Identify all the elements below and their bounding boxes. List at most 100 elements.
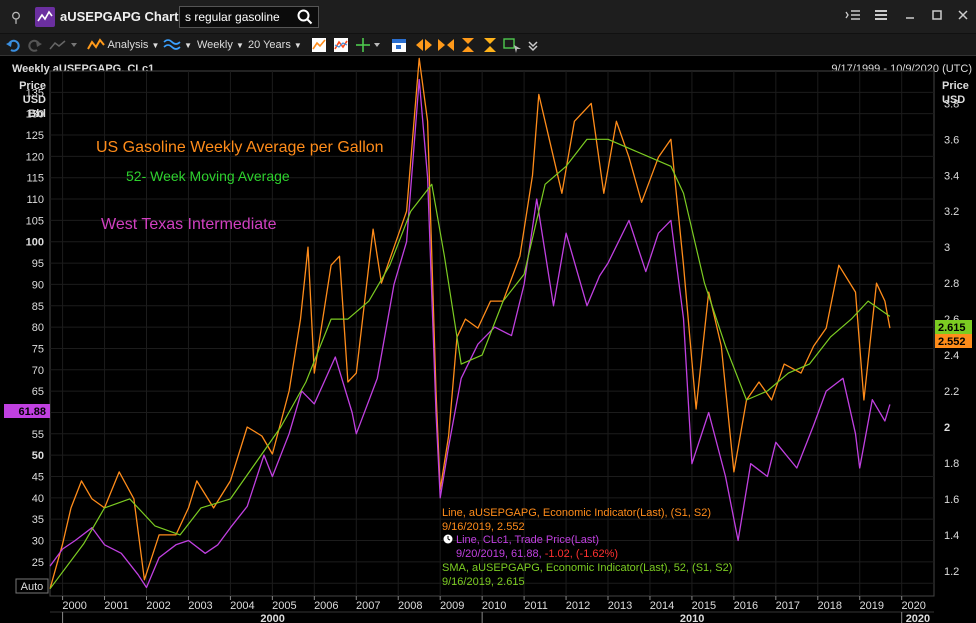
sma-series-line xyxy=(49,138,891,590)
right-tick-label: 3.2 xyxy=(944,206,959,218)
auto-scale-label[interactable]: Auto xyxy=(21,581,44,593)
left-tick-label: 115 xyxy=(26,173,44,185)
analysis-label: Analysis xyxy=(107,39,149,51)
left-tick-label: 45 xyxy=(32,471,44,483)
x-tick-label: 2014 xyxy=(650,600,674,612)
left-tick-label: 40 xyxy=(32,493,44,505)
right-tick-label: 1.6 xyxy=(944,494,959,506)
x-tick-label: 2019 xyxy=(859,600,883,612)
x-tick-label: 2001 xyxy=(104,600,128,612)
range-label: 20 Years xyxy=(248,39,291,51)
price-chart[interactable]: 2025303540455055606570758085909510010511… xyxy=(0,57,976,623)
right-gas-marker: 2.552 xyxy=(935,334,972,348)
legend-wti-change: -1.02, (-1.62%) xyxy=(545,548,618,560)
wave-button[interactable]: ▼ xyxy=(163,37,192,53)
left-tick-label: 80 xyxy=(32,322,44,334)
undo-icon[interactable] xyxy=(5,37,21,53)
search-input[interactable] xyxy=(179,6,319,28)
chart-toolbar: Analysis ▼ ▼ Weekly ▼ 20 Years ▼ xyxy=(0,34,976,56)
annotation-gasoline: US Gasoline Weekly Average per Gallon xyxy=(96,139,384,156)
decade-label: 2020 xyxy=(906,613,930,623)
calendar-icon[interactable] xyxy=(391,37,407,53)
x-tick-label: 2003 xyxy=(188,600,212,612)
right-tick-label: 1.8 xyxy=(944,458,959,470)
search-icon[interactable] xyxy=(296,8,314,26)
left-tick-label: 65 xyxy=(32,386,44,398)
legend-wti-line2: 9/20/2019, 61.88, -1.02, (-1.62%) xyxy=(456,548,618,560)
chevron-down-icon: ▼ xyxy=(151,41,160,50)
x-tick-label: 2008 xyxy=(398,600,422,612)
x-tick-label: 2002 xyxy=(146,600,170,612)
interval-select[interactable]: Weekly ▼ xyxy=(197,37,244,53)
time-axis[interactable]: 2000 2001 2002 2003 2004 2005 2006 2007 2008 2009… xyxy=(50,596,934,623)
left-price-marker-text: 61.88 xyxy=(18,406,46,418)
pan-left-right-icon[interactable] xyxy=(415,37,433,53)
left-tick-label: 125 xyxy=(26,130,44,142)
right-tick-label: 2.2 xyxy=(944,386,959,398)
left-price-marker: 61.88 xyxy=(4,404,50,418)
select-icon[interactable] xyxy=(503,37,523,54)
x-tick-label: 2011 xyxy=(524,600,548,612)
right-tick-label: 2 xyxy=(944,422,950,434)
chart-type-icon[interactable] xyxy=(311,37,327,53)
redo-icon[interactable] xyxy=(27,37,43,53)
right-tick-label: 3.6 xyxy=(944,134,959,146)
wave-icon xyxy=(163,39,181,50)
analysis-icon xyxy=(87,38,105,50)
overlay-icon[interactable] xyxy=(333,37,349,53)
more-icon[interactable] xyxy=(527,37,539,53)
x-tick-label: 2004 xyxy=(230,600,254,612)
x-tick-label: 2020 xyxy=(901,600,925,612)
chevron-down-icon: ▼ xyxy=(235,41,244,50)
chart-legend: Line, aUSEPGAPG, Economic Indicator(Last… xyxy=(442,507,732,588)
right-tick-label: 2.4 xyxy=(944,350,959,362)
right-tick-label: 3.8 xyxy=(944,98,959,110)
right-gas-marker-text: 2.552 xyxy=(938,336,966,348)
legend-gas-line1: Line, aUSEPGAPG, Economic Indicator(Last… xyxy=(442,507,711,519)
crosshair-icon[interactable] xyxy=(355,37,381,53)
right-axis-title-2: USD xyxy=(942,94,965,106)
auto-scale-box[interactable] xyxy=(15,578,49,594)
x-tick-label: 2018 xyxy=(818,600,842,612)
link-icon[interactable]: ⚲ xyxy=(10,9,22,25)
left-tick-label: 50 xyxy=(32,450,44,462)
x-tick-label: 2015 xyxy=(692,600,716,612)
fit-vertical-icon[interactable] xyxy=(481,37,499,53)
menu-icon[interactable] xyxy=(871,8,891,26)
left-tick-label: 120 xyxy=(26,151,44,163)
analysis-button[interactable]: Analysis ▼ xyxy=(87,37,159,53)
x-tick-label: 2007 xyxy=(356,600,380,612)
left-tick-label: 25 xyxy=(32,557,44,569)
right-tick-label: 3 xyxy=(944,242,950,254)
chart-grid xyxy=(49,70,935,597)
zoom-icon[interactable] xyxy=(437,37,455,53)
x-tick-label: 2013 xyxy=(608,600,632,612)
chart-app-icon xyxy=(35,7,55,27)
close-icon[interactable] xyxy=(953,8,973,26)
range-select[interactable]: 20 Years ▼ xyxy=(248,37,302,53)
right-sma-marker-text: 2.615 xyxy=(938,322,966,334)
decade-label: 2010 xyxy=(680,613,704,623)
x-tick-label: 2009 xyxy=(440,600,464,612)
left-tick-label: 100 xyxy=(26,237,44,249)
line-style-icon[interactable] xyxy=(49,37,79,53)
right-tick-label: 1.4 xyxy=(944,530,959,542)
left-tick-label: 130 xyxy=(26,109,44,121)
x-tick-label: 2012 xyxy=(566,600,590,612)
left-axis-title-3: Bbl xyxy=(28,108,46,120)
list-icon[interactable] xyxy=(843,8,863,26)
right-tick-label: 1.2 xyxy=(944,566,959,578)
maximize-icon[interactable] xyxy=(927,8,947,26)
right-price-axis[interactable]: 1.21.41.61.822.22.42.62.833.23.43.63.8 xyxy=(944,98,959,577)
fit-icon[interactable] xyxy=(459,37,477,53)
left-tick-label: 30 xyxy=(32,536,44,548)
interval-label: Weekly xyxy=(197,39,233,51)
left-price-axis[interactable]: 2025303540455055606570758085909510010511… xyxy=(26,87,44,590)
left-tick-label: 35 xyxy=(32,514,44,526)
app-title: aUSEPGAPG Chart xyxy=(60,9,179,24)
left-tick-label: 75 xyxy=(32,343,44,355)
x-tick-label: 2000 xyxy=(62,600,86,612)
x-tick-label: 2006 xyxy=(314,600,338,612)
legend-gas-line2: 9/16/2019, 2.552 xyxy=(442,521,525,533)
minimize-icon[interactable] xyxy=(900,8,920,26)
